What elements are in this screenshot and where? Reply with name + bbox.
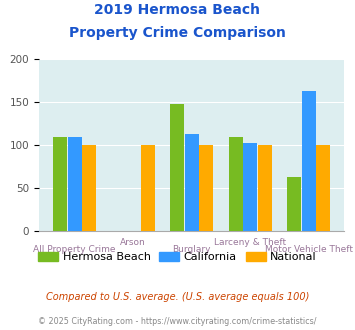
Text: Larceny & Theft: Larceny & Theft (214, 238, 286, 247)
Text: Burglary: Burglary (173, 245, 211, 254)
Text: 2019 Hermosa Beach: 2019 Hermosa Beach (94, 3, 261, 17)
Bar (185, 134, 199, 231)
Bar (316, 145, 331, 231)
Bar (141, 145, 155, 231)
Bar (170, 104, 184, 231)
Bar (82, 145, 96, 231)
Bar (302, 91, 316, 231)
Text: Compared to U.S. average. (U.S. average equals 100): Compared to U.S. average. (U.S. average … (46, 292, 309, 302)
Bar (199, 145, 213, 231)
Bar (53, 137, 67, 231)
Text: Property Crime Comparison: Property Crime Comparison (69, 26, 286, 40)
Bar (229, 138, 242, 231)
Text: Arson: Arson (120, 238, 146, 247)
Bar (67, 137, 82, 231)
Bar (258, 145, 272, 231)
Text: All Property Crime: All Property Crime (33, 245, 116, 254)
Bar (287, 177, 301, 231)
Legend: Hermosa Beach, California, National: Hermosa Beach, California, National (34, 248, 321, 267)
Text: Motor Vehicle Theft: Motor Vehicle Theft (265, 245, 353, 254)
Bar (243, 143, 257, 231)
Text: © 2025 CityRating.com - https://www.cityrating.com/crime-statistics/: © 2025 CityRating.com - https://www.city… (38, 317, 317, 326)
